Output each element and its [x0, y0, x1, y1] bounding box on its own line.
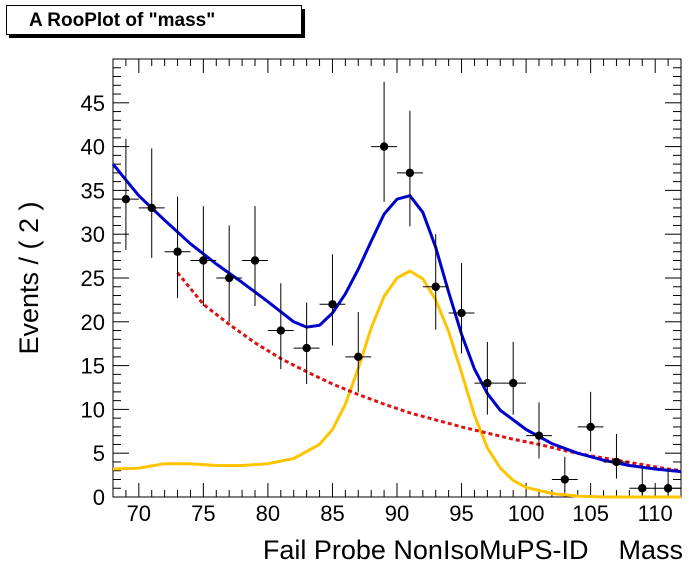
y-axis-title: Events / ( 2 )	[14, 201, 44, 354]
data-point	[267, 283, 294, 370]
point-marker	[638, 484, 647, 493]
axis-ticks	[112, 59, 682, 498]
data-point	[216, 225, 243, 322]
y-tick-label: 40	[81, 135, 105, 160]
plot-title-box: A RooPlot of "mass"	[6, 5, 305, 38]
point-marker	[483, 378, 492, 388]
y-tick-label: 0	[93, 485, 105, 510]
point-marker	[534, 431, 544, 440]
x-axis-title: Fail Probe NonIsoMuPS-ID Mass	[263, 535, 683, 565]
point-marker	[147, 203, 156, 213]
point-marker	[405, 168, 415, 178]
x-tick-label: 80	[256, 501, 280, 526]
data-point	[577, 391, 604, 452]
data-point	[655, 468, 681, 496]
x-tick-label: 95	[449, 501, 473, 526]
data-point	[242, 206, 268, 307]
data-point	[500, 341, 527, 415]
data-points	[113, 81, 681, 496]
point-marker	[586, 422, 595, 432]
data-point	[138, 148, 165, 258]
point-marker	[663, 484, 673, 493]
data-point	[164, 196, 191, 299]
point-marker	[354, 352, 363, 362]
point-marker	[379, 142, 389, 151]
x-tick-label: 100	[508, 501, 545, 526]
point-marker	[431, 282, 440, 291]
data-point	[474, 341, 501, 415]
point-marker	[302, 343, 311, 353]
point-marker	[457, 308, 466, 318]
data-point	[319, 254, 346, 346]
x-tick-label: 105	[572, 501, 609, 526]
point-marker	[276, 326, 286, 335]
y-tick-label: 35	[81, 178, 105, 203]
y-tick-label: 25	[81, 266, 105, 291]
x-tick-label: 90	[385, 501, 409, 526]
data-point	[603, 433, 630, 479]
x-tick-label: 75	[191, 501, 215, 526]
data-point	[397, 110, 423, 227]
x-tick-label: 110	[638, 501, 673, 526]
point-marker	[508, 378, 518, 388]
tick-labels: 70 75 80 85 90 95 100 105 110 0 5 10 15 20 25 30 35 40 45	[81, 91, 673, 526]
point-marker	[560, 475, 570, 484]
point-marker	[612, 457, 621, 467]
y-tick-label: 30	[81, 222, 105, 247]
x-tick-label: 70	[127, 501, 151, 526]
y-tick-label: 10	[81, 397, 105, 422]
x-tick-label: 85	[320, 501, 344, 526]
y-tick-label: 45	[81, 91, 105, 116]
data-point	[113, 138, 139, 250]
point-marker	[199, 256, 208, 265]
signal-fit-curve	[112, 269, 681, 499]
point-marker	[224, 273, 234, 283]
plot-title: A RooPlot of "mass"	[29, 10, 216, 31]
background-fit-curve	[176, 271, 682, 473]
data-point	[371, 81, 397, 202]
data-point	[345, 312, 372, 392]
data-point	[526, 402, 552, 459]
point-marker	[173, 247, 182, 256]
y-tick-label: 20	[81, 310, 105, 335]
data-point	[190, 206, 217, 307]
data-point	[551, 456, 578, 491]
data-point	[448, 263, 475, 354]
y-tick-label: 15	[81, 354, 105, 379]
fit-curves	[111, 163, 682, 499]
data-point	[629, 468, 656, 496]
point-marker	[328, 300, 337, 309]
data-point	[293, 302, 320, 384]
point-marker	[121, 194, 131, 204]
total-fit-curve	[111, 163, 682, 474]
data-point	[422, 234, 449, 330]
point-marker	[250, 256, 260, 265]
y-tick-label: 5	[93, 441, 105, 466]
